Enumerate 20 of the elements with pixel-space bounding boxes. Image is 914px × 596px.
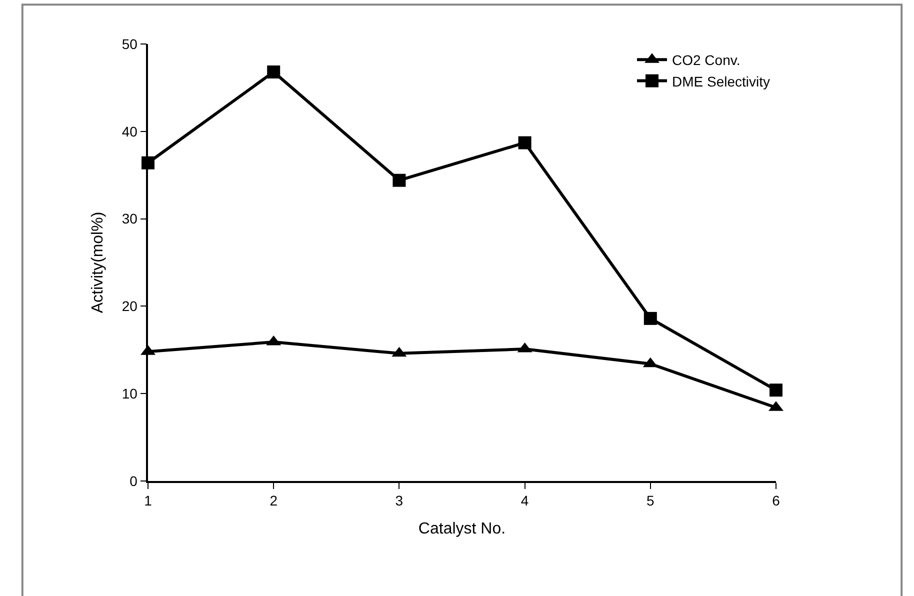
point [644, 312, 657, 325]
x-tick-label: 2 [270, 492, 278, 509]
x-tick-label: 3 [395, 492, 404, 509]
legend-label: DME Selectivity [672, 73, 770, 90]
x-tick-label: 1 [144, 492, 152, 509]
x-axis-title: Catalyst No. [418, 520, 506, 538]
point [392, 174, 406, 187]
x-tick-label: 5 [646, 492, 654, 509]
y-tick-label: 0 [130, 472, 138, 489]
y-axis-title: Activity(mol%) [89, 212, 106, 314]
point [518, 136, 532, 150]
point [267, 65, 280, 78]
y-tick-label: 30 [122, 210, 138, 227]
x-tick-label: 4 [520, 492, 529, 509]
x-tick-label: 6 [772, 492, 780, 509]
y-tick-label: 20 [122, 298, 138, 314]
y-tick-label: 10 [122, 386, 138, 402]
y-tick-label: 50 [122, 36, 138, 52]
legend-label: CO2 Conv. [672, 52, 740, 68]
y-tick-label: 40 [122, 123, 138, 140]
